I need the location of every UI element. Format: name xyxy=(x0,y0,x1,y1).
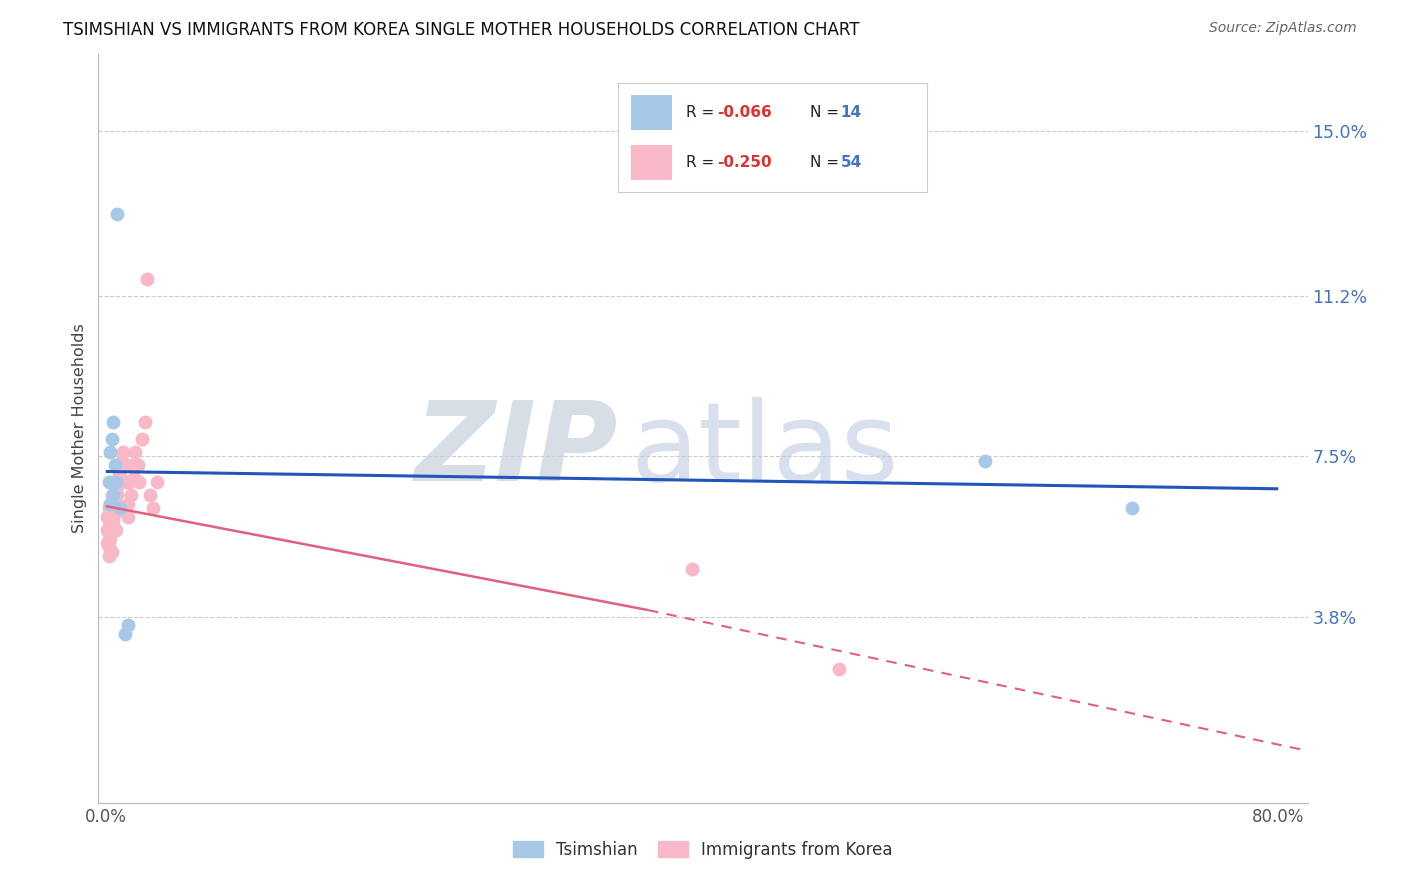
Point xyxy=(101,514,124,528)
Point xyxy=(101,415,124,429)
Point xyxy=(117,497,139,511)
Text: atlas: atlas xyxy=(630,397,898,504)
Point xyxy=(98,497,121,511)
Point xyxy=(98,523,121,537)
Point xyxy=(127,458,149,472)
Point xyxy=(98,445,121,459)
Point xyxy=(100,501,122,516)
Point xyxy=(97,549,120,563)
Point xyxy=(114,458,136,472)
Point xyxy=(98,497,121,511)
Point xyxy=(97,501,120,516)
Point xyxy=(97,475,120,490)
Point xyxy=(112,445,135,459)
Point xyxy=(97,523,120,537)
Point xyxy=(108,467,131,481)
Point xyxy=(124,445,146,459)
Point xyxy=(100,432,122,446)
Point xyxy=(107,207,129,221)
Point xyxy=(1121,501,1143,516)
Legend: Tsimshian, Immigrants from Korea: Tsimshian, Immigrants from Korea xyxy=(506,834,900,865)
Point xyxy=(97,514,120,528)
Point xyxy=(103,480,125,494)
Point xyxy=(118,475,141,490)
Point xyxy=(128,475,150,490)
Point xyxy=(138,488,160,502)
Point xyxy=(114,627,136,641)
Point xyxy=(110,501,132,516)
Point xyxy=(131,432,153,446)
Point xyxy=(110,471,132,485)
Point xyxy=(135,271,157,285)
Point xyxy=(105,475,128,490)
Point xyxy=(103,480,125,494)
Point xyxy=(134,415,156,429)
Point xyxy=(117,510,139,524)
Point xyxy=(146,475,169,490)
Y-axis label: Single Mother Households: Single Mother Households xyxy=(72,323,87,533)
Point xyxy=(101,475,124,490)
Point xyxy=(121,458,143,472)
Point xyxy=(827,661,849,675)
Point xyxy=(974,453,997,467)
Text: ZIP: ZIP xyxy=(415,397,619,504)
Point xyxy=(97,527,120,541)
Point xyxy=(105,483,128,498)
Text: Source: ZipAtlas.com: Source: ZipAtlas.com xyxy=(1209,21,1357,35)
Point xyxy=(98,532,121,546)
Point xyxy=(96,510,118,524)
Point xyxy=(100,488,122,502)
Point xyxy=(681,562,703,576)
Point xyxy=(101,501,124,516)
Point xyxy=(96,523,118,537)
Point xyxy=(103,492,125,507)
Point xyxy=(105,523,128,537)
Point xyxy=(103,506,125,520)
Point xyxy=(115,475,138,490)
Point xyxy=(105,497,128,511)
Point xyxy=(110,458,132,472)
Text: TSIMSHIAN VS IMMIGRANTS FROM KOREA SINGLE MOTHER HOUSEHOLDS CORRELATION CHART: TSIMSHIAN VS IMMIGRANTS FROM KOREA SINGL… xyxy=(63,21,860,38)
Point xyxy=(117,618,139,632)
Point xyxy=(111,453,134,467)
Point xyxy=(142,501,165,516)
Point xyxy=(101,488,124,502)
Point xyxy=(98,510,121,524)
Point xyxy=(97,541,120,555)
Point xyxy=(100,518,122,533)
Point xyxy=(96,536,118,550)
Point xyxy=(101,488,124,502)
Point xyxy=(107,488,129,502)
Point xyxy=(120,488,142,502)
Point xyxy=(103,458,125,472)
Point xyxy=(122,471,145,485)
Point xyxy=(107,475,129,490)
Point xyxy=(100,544,122,558)
